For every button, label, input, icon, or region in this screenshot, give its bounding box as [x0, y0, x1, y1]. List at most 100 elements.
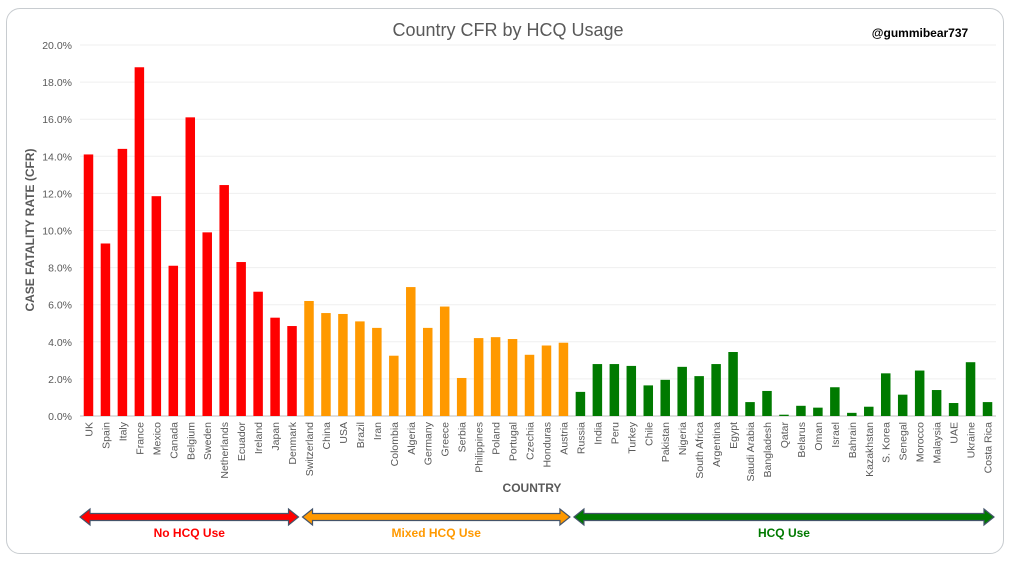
x-tick-label: Morocco [915, 422, 927, 462]
x-tick-label: South Africa [694, 422, 706, 479]
x-tick-label: Serbia [457, 422, 469, 453]
watermark: @gummibear737 [872, 26, 969, 40]
bar [219, 185, 229, 416]
bar [982, 402, 993, 416]
y-tick-label: 8.0% [48, 263, 72, 275]
bar [83, 154, 94, 416]
x-tick-label: Ecuador [236, 421, 248, 461]
x-tick-label: Portugal [508, 422, 520, 461]
x-tick-label: Brazil [355, 422, 367, 448]
x-tick-label: Belarus [796, 422, 808, 458]
bar [507, 339, 518, 416]
bar [677, 366, 687, 416]
x-tick-label: Italy [117, 421, 129, 441]
x-tick-label: Belgium [185, 422, 197, 460]
bar [524, 354, 535, 416]
bar [134, 67, 145, 416]
bar [948, 403, 959, 416]
x-tick-label: S. Korea [881, 422, 893, 463]
bar [575, 391, 586, 416]
chart-title: Country CFR by HCQ Usage [392, 20, 623, 40]
bar [473, 338, 484, 416]
x-tick-label: Philippines [474, 422, 486, 473]
group-range-arrow [572, 507, 995, 527]
y-tick-label: 14.0% [42, 151, 72, 163]
x-tick-label: Poland [491, 422, 503, 455]
x-tick-label: UK [83, 422, 95, 437]
y-tick-label: 10.0% [42, 226, 72, 238]
bar [626, 365, 637, 416]
bar [558, 342, 569, 416]
bar [439, 306, 450, 416]
x-tick-label: Ireland [253, 422, 265, 454]
bar [914, 370, 925, 416]
bar [168, 265, 179, 416]
x-tick-label: Netherlands [219, 422, 231, 479]
bar [100, 243, 111, 416]
bar [355, 321, 365, 416]
bar [338, 313, 348, 416]
x-tick-label: Saudi Arabia [745, 422, 757, 482]
bar [541, 345, 552, 416]
bar [779, 414, 789, 416]
bar [660, 379, 670, 416]
group-label: HCQ Use [758, 526, 810, 540]
bar [694, 376, 704, 416]
x-tick-label: Pakistan [660, 422, 672, 462]
x-tick-label: Canada [168, 422, 180, 459]
bar [287, 326, 297, 416]
x-tick-label: Turkey [626, 421, 638, 453]
x-tick-label: Chile [643, 422, 655, 446]
x-tick-label: Germany [423, 421, 435, 465]
x-tick-label: France [134, 422, 146, 455]
y-tick-label: 2.0% [48, 374, 72, 386]
x-tick-label: Peru [609, 422, 621, 444]
bar [456, 377, 467, 416]
group-label: Mixed HCQ Use [392, 526, 482, 540]
bar [304, 300, 314, 416]
group-label: No HCQ Use [154, 526, 226, 540]
x-tick-label: India [592, 422, 604, 445]
bar [389, 355, 399, 416]
bar [422, 327, 433, 416]
bar [321, 313, 331, 416]
x-tick-label: Costa Rica [983, 422, 995, 474]
y-tick-label: 18.0% [42, 77, 72, 89]
x-tick-label: Argentina [711, 422, 723, 467]
x-tick-label: USA [338, 422, 350, 444]
y-axis-label: CASE FATALITY RATE (CFR) [23, 148, 37, 311]
y-tick-label: 4.0% [48, 337, 72, 349]
bar [864, 406, 874, 416]
bar [372, 327, 382, 416]
group-range-arrow [79, 507, 300, 527]
bar [796, 405, 806, 416]
y-tick-label: 16.0% [42, 114, 72, 126]
chart-frame [6, 8, 1004, 554]
bar [490, 337, 501, 416]
bar [643, 385, 654, 416]
bar [965, 362, 976, 416]
bar [762, 390, 772, 416]
bar [406, 287, 416, 416]
x-axis-label: COUNTRY [503, 481, 562, 495]
x-tick-label: Egypt [728, 422, 740, 449]
bar [253, 291, 263, 416]
y-tick-label: 6.0% [48, 300, 72, 312]
x-tick-label: Ukraine [966, 422, 978, 458]
x-tick-label: Nigeria [677, 422, 689, 455]
bar [609, 364, 620, 416]
bar [847, 412, 857, 416]
x-tick-label: Switzerland [304, 422, 316, 476]
bar [880, 373, 891, 416]
x-tick-label: Russia [575, 422, 587, 454]
y-tick-label: 20.0% [42, 40, 72, 52]
x-tick-label: Greece [440, 422, 452, 457]
x-tick-label: Malaysia [932, 422, 944, 464]
x-tick-label: Kazakhstan [864, 422, 876, 477]
x-tick-label: Colombia [389, 422, 401, 467]
x-tick-label: Algeria [406, 422, 418, 455]
bar [202, 232, 212, 416]
x-tick-label: Japan [270, 422, 282, 451]
x-tick-label: UAE [949, 422, 961, 444]
